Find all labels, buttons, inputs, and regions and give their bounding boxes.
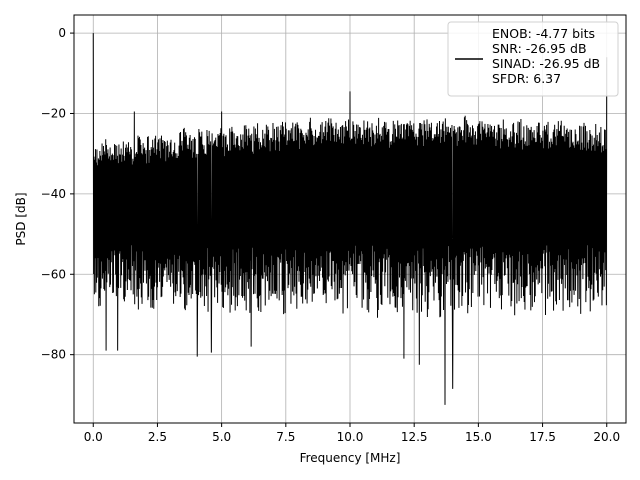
y-axis-ticks: 0 −20 −40 −60 −80 [41,26,74,362]
x-tick-label: 20.0 [593,430,620,444]
x-tick-label: 2.5 [148,430,167,444]
x-tick-label: 10.0 [337,430,364,444]
y-tick-label: 0 [58,26,66,40]
legend-entry-sinad: SINAD: -26.95 dB [492,56,600,71]
legend-entry-enob: ENOB: -4.77 bits [492,26,595,41]
x-tick-label: 15.0 [465,430,492,444]
legend-entry-sfdr: SFDR: 6.37 [492,71,561,86]
x-tick-label: 5.0 [212,430,231,444]
y-tick-label: −40 [41,187,66,201]
y-axis-label: PSD [dB] [14,192,28,245]
x-tick-label: 7.5 [276,430,295,444]
legend-box [447,21,619,97]
x-tick-label: 17.5 [529,430,556,444]
legend-entry-snr: SNR: -26.95 dB [492,41,587,56]
x-axis-ticks: 0.0 2.5 5.0 7.5 10.0 12.5 15.0 17.5 20.0 [84,423,620,444]
psd-series-line [92,33,608,405]
x-tick-label: 0.0 [84,430,103,444]
x-tick-label: 12.5 [401,430,428,444]
y-tick-label: −80 [41,348,66,362]
y-tick-label: −60 [41,267,66,281]
legend: ENOB: -4.77 bits SNR: -26.95 dB SINAD: -… [447,21,619,97]
x-axis-label: Frequency [MHz] [300,451,401,465]
y-tick-label: −20 [41,106,66,120]
